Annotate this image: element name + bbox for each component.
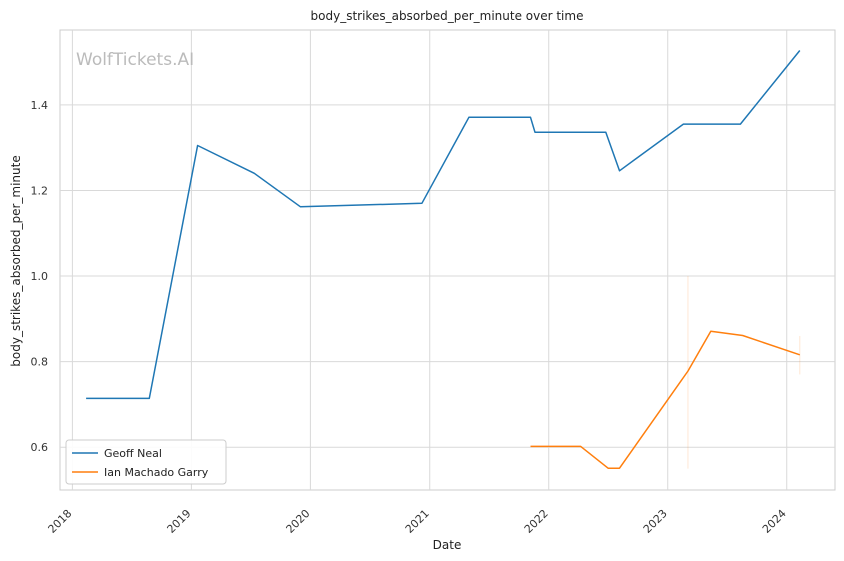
x-tick-label: 2021: [403, 507, 432, 536]
x-axis-label: Date: [433, 538, 462, 552]
x-tick-label: 2018: [46, 507, 75, 536]
series-line-geoff-neal: [86, 50, 801, 400]
y-tick-label: 1.2: [31, 184, 49, 197]
legend-label-ian-machado-garry: Ian Machado Garry: [104, 466, 209, 479]
x-tick-label: 2022: [522, 507, 551, 536]
y-tick-label: 1.0: [31, 270, 49, 283]
x-tick-label: 2019: [165, 507, 194, 536]
series-line-ian-machado-garry: [530, 330, 801, 469]
watermark: WolfTickets.AI: [76, 50, 194, 70]
y-axis-label: body_strikes_absorbed_per_minute: [9, 155, 23, 366]
y-tick-label: 1.4: [31, 99, 49, 112]
legend: Geoff Neal Ian Machado Garry: [65, 439, 227, 485]
y-tick-label: 0.8: [31, 356, 49, 369]
legend-box: [65, 439, 227, 485]
x-tick-label: 2024: [760, 507, 789, 536]
y-tick-label: 0.6: [31, 441, 49, 454]
legend-label-geoff-neal: Geoff Neal: [104, 447, 162, 460]
series-lines: [86, 50, 801, 469]
x-tick-label: 2023: [641, 507, 670, 536]
chart-title: body_strikes_absorbed_per_minute over ti…: [311, 9, 584, 23]
x-tick-label: 2020: [284, 507, 313, 536]
plot-area: [59, 29, 836, 491]
